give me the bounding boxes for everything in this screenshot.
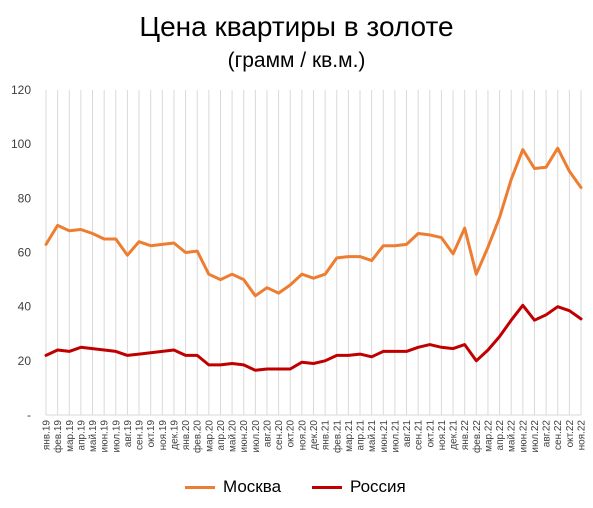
x-tick-label: май.21 xyxy=(367,420,378,452)
x-axis-ticks: янв.19 фев.19 мар.19 апр.19 май.19 июн.19 июл.… xyxy=(42,420,588,453)
legend-label-russia: Россия xyxy=(350,477,406,496)
x-tick-label: июл.21 xyxy=(390,420,401,453)
x-tick-label: сен.22 xyxy=(553,420,564,450)
x-tick-label: июл.19 xyxy=(111,420,122,453)
x-tick-label: сен.19 xyxy=(135,420,146,450)
x-tick-label: сен.20 xyxy=(274,420,285,450)
x-tick-label: дек.21 xyxy=(449,420,460,450)
x-tick-label: янв.20 xyxy=(181,420,192,451)
gridlines xyxy=(45,90,582,416)
x-tick-label: авг.20 xyxy=(262,420,273,448)
x-tick-label: окт.20 xyxy=(286,420,297,448)
x-tick-label: мар.21 xyxy=(344,420,355,452)
x-tick-label: авг.21 xyxy=(402,420,413,448)
series-line-russia xyxy=(44,303,583,372)
x-tick-label: июл.20 xyxy=(251,420,262,453)
x-tick-label: мар.19 xyxy=(65,420,76,452)
x-tick-label: янв.21 xyxy=(321,420,332,451)
x-tick-label: авг.22 xyxy=(542,420,553,448)
y-tick-label: 100 xyxy=(11,137,31,151)
chart-title: Цена квартиры в золоте xyxy=(139,11,454,42)
x-tick-label: мар.22 xyxy=(483,420,494,452)
x-tick-label: фев.19 xyxy=(52,420,64,453)
y-tick-label: 60 xyxy=(18,246,32,260)
x-tick-label: авг.19 xyxy=(123,420,134,448)
x-tick-label: сен.21 xyxy=(414,420,425,450)
x-tick-label: дек.20 xyxy=(309,420,320,450)
x-tick-label: июн.22 xyxy=(518,420,529,453)
y-tick-label: - xyxy=(27,408,31,422)
x-tick-label: июн.20 xyxy=(239,420,250,453)
x-tick-label: апр.22 xyxy=(495,420,506,451)
x-tick-label: апр.19 xyxy=(76,420,87,451)
legend-label-moscow: Москва xyxy=(223,477,282,496)
legend-item-moscow: Москва xyxy=(185,476,281,498)
y-tick-label: 120 xyxy=(11,83,31,97)
legend-swatch-russia xyxy=(312,485,342,489)
x-tick-label: май.19 xyxy=(88,420,99,452)
x-tick-label: ноя.22 xyxy=(577,420,588,451)
x-tick-label: окт.19 xyxy=(146,420,157,448)
y-tick-label: 40 xyxy=(18,300,32,314)
x-tick-label: окт.21 xyxy=(425,420,436,448)
x-tick-label: дек.19 xyxy=(169,420,180,450)
x-tick-label: янв.22 xyxy=(460,420,471,451)
x-tick-label: июн.21 xyxy=(379,420,390,453)
x-tick-label: фев.22 xyxy=(471,420,483,453)
x-tick-label: ноя.20 xyxy=(297,420,308,451)
legend-item-russia: Россия xyxy=(312,476,406,498)
x-tick-label: июл.22 xyxy=(530,420,541,453)
y-tick-label: 80 xyxy=(18,191,32,205)
x-tick-label: июн.19 xyxy=(100,420,111,453)
series-line-moscow xyxy=(44,146,583,298)
x-tick-label: ноя.21 xyxy=(437,420,448,451)
x-tick-label: фев.20 xyxy=(192,420,204,453)
x-tick-label: апр.20 xyxy=(216,420,227,451)
x-tick-label: май.22 xyxy=(507,420,518,452)
y-axis-ticks: - 20 40 60 80 100 120 xyxy=(11,83,31,422)
x-tick-label: май.20 xyxy=(228,420,239,452)
x-tick-label: фев.21 xyxy=(331,420,343,453)
x-tick-label: ноя.19 xyxy=(158,420,169,451)
series-lines xyxy=(44,146,583,372)
y-tick-label: 20 xyxy=(18,354,32,368)
x-tick-label: янв.19 xyxy=(42,420,53,451)
x-tick-label: мар.20 xyxy=(204,420,215,452)
x-tick-label: окт.22 xyxy=(565,420,576,448)
chart-subtitle: (грамм / кв.м.) xyxy=(227,49,366,72)
x-tick-label: апр.21 xyxy=(356,420,367,451)
legend-swatch-moscow xyxy=(185,485,215,489)
